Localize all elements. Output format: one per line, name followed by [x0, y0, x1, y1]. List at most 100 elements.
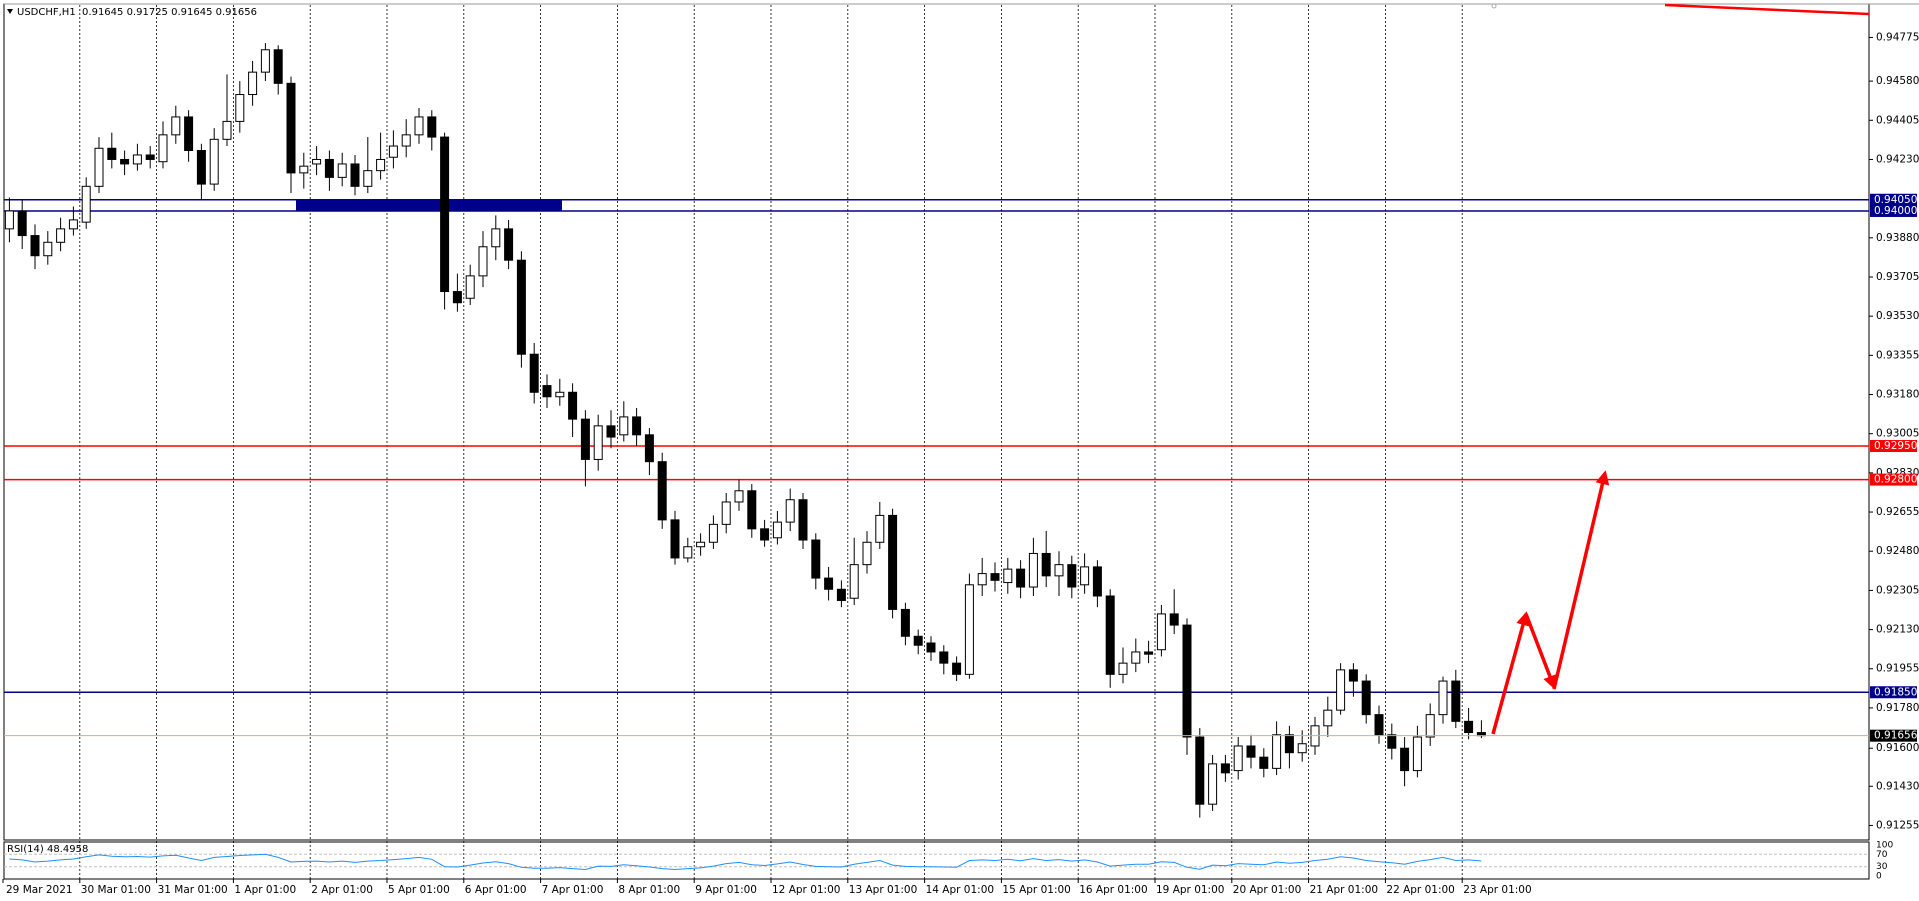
- candle-body: [670, 519, 680, 559]
- candle-body: [760, 528, 770, 541]
- level-label-bg: [1870, 204, 1917, 217]
- rsi-tick-label: 30: [1876, 862, 1888, 872]
- y-tick-label: 0.93530: [1876, 310, 1919, 322]
- rsi-tick-label: 70: [1876, 850, 1888, 860]
- level-label: 0.94050: [1874, 194, 1917, 206]
- candle-body: [1272, 734, 1282, 769]
- y-tick-label: 0.91955: [1876, 663, 1919, 675]
- x-tick-label: 22 Apr 01:00: [1386, 884, 1454, 896]
- candle-body: [1080, 566, 1090, 586]
- candle-body: [964, 584, 974, 675]
- last-price-label-bg: [1870, 729, 1917, 742]
- candle-body: [568, 391, 578, 420]
- x-tick-label: 23 Apr 01:00: [1463, 884, 1531, 896]
- candle-body: [772, 521, 782, 539]
- x-tick-label: 16 Apr 01:00: [1079, 884, 1147, 896]
- candle-body: [1016, 568, 1026, 588]
- candle-body: [619, 416, 629, 436]
- candle-body: [1208, 763, 1218, 805]
- candle-body: [862, 541, 872, 566]
- candle-body: [132, 154, 142, 165]
- candle-body: [324, 158, 334, 178]
- candle-body: [696, 541, 706, 548]
- candle-body: [734, 490, 744, 503]
- candle-body: [542, 385, 552, 398]
- candle-body: [708, 523, 718, 543]
- candle-body: [849, 564, 859, 599]
- candle-body: [504, 228, 514, 261]
- candle-body: [1297, 743, 1307, 754]
- y-tick-label: 0.93355: [1876, 349, 1919, 361]
- candle-body: [990, 573, 1000, 581]
- rsi-pane: [3, 841, 1870, 880]
- candle-body: [1400, 747, 1410, 772]
- candle-body: [1220, 763, 1230, 774]
- dropdown-icon[interactable]: [7, 9, 13, 14]
- candle-body: [478, 246, 488, 277]
- candle-body: [145, 154, 155, 160]
- candle-body: [555, 391, 565, 398]
- y-tick-label: 0.94580: [1876, 75, 1919, 87]
- candle-body: [273, 49, 283, 84]
- y-tick-label: 0.94775: [1876, 31, 1919, 43]
- y-tick-label: 0.92130: [1876, 624, 1919, 636]
- candle-body: [1451, 680, 1461, 722]
- candle-body: [337, 163, 347, 178]
- x-tick-label: 6 Apr 01:00: [465, 884, 527, 896]
- x-tick-label: 31 Mar 01:00: [158, 884, 228, 896]
- x-tick-label: 30 Mar 01:00: [81, 884, 151, 896]
- candle-body: [94, 147, 104, 187]
- level-label-bg: [1870, 686, 1917, 699]
- rsi-line: [9, 853, 1482, 871]
- candle-body: [785, 499, 795, 523]
- forecast-arrow: [1552, 470, 1610, 690]
- candle-body: [491, 228, 501, 248]
- candle-body: [1156, 613, 1166, 651]
- y-tick-label: 0.94405: [1876, 114, 1919, 126]
- forecast-arrow: [1491, 611, 1530, 735]
- candle-body: [798, 499, 808, 541]
- candle-body: [1092, 566, 1102, 597]
- candle-body: [939, 651, 949, 664]
- y-tick-label: 0.91600: [1876, 742, 1919, 754]
- rsi-tick-label: 0: [1876, 872, 1882, 882]
- x-tick-label: 13 Apr 01:00: [849, 884, 917, 896]
- candle-body: [30, 235, 40, 257]
- trend-line: [1664, 3, 1870, 16]
- last-price-label: 0.91656: [1874, 730, 1918, 742]
- y-tick-label: 0.92480: [1876, 545, 1919, 557]
- candle-body: [1054, 564, 1064, 577]
- candle-body: [1348, 669, 1358, 682]
- candle-body: [644, 434, 654, 463]
- candle-body: [836, 588, 846, 601]
- candle-body: [68, 219, 78, 230]
- rsi-tick-label: 100: [1876, 841, 1893, 851]
- candle-body: [248, 71, 258, 96]
- candle-body: [1067, 564, 1077, 588]
- x-tick-label: 8 Apr 01:00: [618, 884, 680, 896]
- candle-body: [260, 49, 270, 73]
- candle-body: [222, 120, 232, 140]
- candle-body: [1336, 669, 1346, 711]
- candle-body: [414, 116, 424, 136]
- candle-body: [1425, 714, 1435, 738]
- level-label-bg: [1870, 440, 1917, 453]
- candle-body: [196, 150, 206, 185]
- candle-body: [440, 136, 450, 293]
- candle-body: [606, 425, 616, 438]
- x-tick-label: 5 Apr 01:00: [388, 884, 450, 896]
- zone: [296, 199, 562, 211]
- y-tick-label: 0.94230: [1876, 153, 1919, 165]
- candle-body: [1387, 734, 1397, 749]
- level-label: 0.92800: [1874, 474, 1917, 486]
- candle-body: [1195, 736, 1205, 805]
- chart-header: USDCHF,H1 0.91645 0.91725 0.91645 0.9165…: [17, 7, 257, 18]
- candle-body: [516, 259, 526, 355]
- candle-body: [888, 514, 898, 610]
- candle-body: [529, 353, 539, 393]
- candle-body: [721, 501, 731, 525]
- y-tick-label: 0.92305: [1876, 584, 1919, 596]
- x-tick-label: 7 Apr 01:00: [542, 884, 604, 896]
- candle-body: [683, 546, 693, 559]
